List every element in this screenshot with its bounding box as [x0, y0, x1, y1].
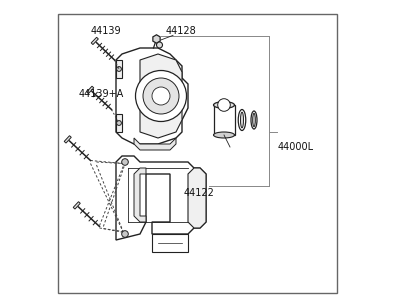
Circle shape	[117, 67, 122, 71]
Ellipse shape	[214, 102, 234, 108]
Ellipse shape	[214, 132, 234, 138]
Ellipse shape	[238, 110, 246, 130]
Ellipse shape	[240, 112, 244, 128]
Polygon shape	[87, 86, 94, 94]
Text: 44139: 44139	[90, 26, 121, 37]
Polygon shape	[134, 138, 176, 150]
Polygon shape	[116, 60, 122, 78]
Circle shape	[143, 78, 179, 114]
Polygon shape	[134, 168, 146, 222]
Circle shape	[117, 121, 122, 125]
Polygon shape	[116, 156, 206, 240]
Polygon shape	[116, 114, 122, 132]
Circle shape	[152, 87, 170, 105]
Polygon shape	[91, 37, 98, 45]
Polygon shape	[64, 136, 71, 143]
Circle shape	[122, 159, 128, 165]
Circle shape	[122, 231, 128, 237]
Circle shape	[136, 70, 186, 122]
Ellipse shape	[253, 113, 255, 127]
Polygon shape	[152, 234, 188, 252]
Polygon shape	[188, 168, 206, 228]
Circle shape	[218, 99, 230, 111]
Text: 44128: 44128	[166, 26, 196, 37]
Polygon shape	[116, 48, 188, 144]
Text: 44139+A: 44139+A	[78, 89, 124, 100]
Polygon shape	[153, 35, 160, 43]
FancyBboxPatch shape	[214, 105, 234, 135]
Polygon shape	[73, 202, 80, 209]
Ellipse shape	[251, 111, 257, 129]
Text: 44122: 44122	[184, 188, 214, 199]
Polygon shape	[140, 54, 182, 138]
Circle shape	[156, 42, 162, 48]
Text: 44000L: 44000L	[278, 142, 314, 152]
